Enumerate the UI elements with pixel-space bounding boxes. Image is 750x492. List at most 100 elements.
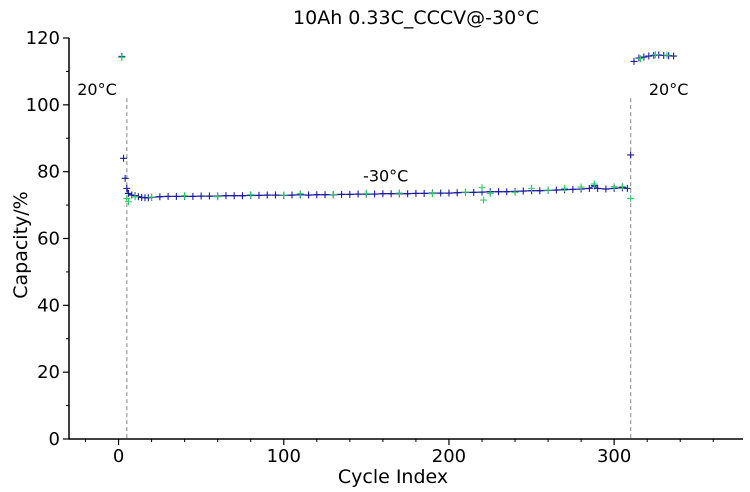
- data-point: [321, 191, 329, 199]
- data-point: [635, 54, 643, 62]
- data-point: [552, 186, 560, 194]
- data-point: [495, 188, 503, 196]
- data-point: [428, 190, 436, 198]
- data-point: [387, 190, 395, 198]
- data-point: [214, 193, 222, 201]
- series-2: [118, 51, 671, 206]
- data-point: [121, 174, 129, 182]
- data-point: [412, 189, 420, 197]
- data-point: [338, 190, 346, 198]
- data-point: [630, 57, 638, 65]
- data-point: [561, 184, 569, 192]
- data-point: [263, 191, 271, 199]
- data-point: [519, 187, 527, 195]
- data-point: [131, 193, 139, 201]
- data-point: [296, 190, 304, 198]
- data-point: [437, 189, 445, 197]
- data-point: [346, 190, 354, 198]
- annotation-label: 20°C: [649, 80, 689, 99]
- data-point: [164, 192, 172, 200]
- data-point: [379, 190, 387, 198]
- data-point: [544, 186, 552, 194]
- annotation-label: -30°C: [363, 167, 408, 186]
- data-point: [123, 184, 131, 192]
- data-point: [453, 189, 461, 197]
- data-point: [627, 151, 635, 159]
- data-point: [329, 190, 337, 198]
- data-point: [148, 193, 156, 201]
- data-point: [371, 190, 379, 198]
- data-point: [172, 192, 180, 200]
- data-point: [230, 192, 238, 200]
- data-point: [594, 184, 602, 192]
- data-point: [637, 55, 645, 63]
- data-point: [255, 191, 263, 199]
- data-point: [247, 191, 255, 199]
- dividers: [126, 98, 632, 439]
- data-point: [305, 191, 313, 199]
- data-point: [197, 192, 205, 200]
- data-point: [354, 190, 362, 198]
- axes: [68, 38, 743, 440]
- data-point: [123, 194, 131, 202]
- data-point: [645, 52, 653, 60]
- data-point: [181, 192, 189, 200]
- data-point: [445, 189, 453, 197]
- data-point: [585, 184, 593, 192]
- y-tick-label: 80: [37, 162, 60, 183]
- data-point: [288, 191, 296, 199]
- data-point: [486, 189, 494, 197]
- data-point: [640, 53, 648, 61]
- data-point: [128, 191, 136, 199]
- data-point: [670, 52, 678, 60]
- y-tick-label: 120: [26, 28, 60, 49]
- data-point: [511, 188, 519, 196]
- x-axis-title: Cycle Index: [338, 466, 448, 488]
- annotations: 20°C -30°C 20°C: [77, 80, 688, 186]
- data-point: [602, 185, 610, 193]
- data-point: [271, 191, 279, 199]
- data-point: [480, 196, 488, 204]
- x-tick-label: 200: [432, 446, 466, 467]
- data-point: [478, 184, 486, 192]
- data-point: [610, 183, 618, 191]
- data-point: [569, 185, 577, 193]
- data-point: [470, 188, 478, 196]
- data-point: [651, 51, 659, 59]
- data-point: [528, 184, 536, 192]
- chart-title: 10Ah 0.33C_CCCV@-30°C: [293, 7, 539, 29]
- ticks: 0 20 40 60 80 100 120 0 100 200 300: [26, 28, 714, 467]
- data-point: [627, 194, 635, 202]
- data-point: [222, 192, 230, 200]
- data-point: [280, 191, 288, 199]
- data-point: [205, 192, 213, 200]
- data-point: [120, 154, 128, 162]
- y-tick-label: 0: [49, 429, 60, 450]
- data-point: [536, 187, 544, 195]
- annotation-label: 20°C: [77, 80, 117, 99]
- data-point: [118, 53, 126, 61]
- data-point: [124, 189, 132, 197]
- y-axis-title: Capacity/%: [10, 191, 32, 299]
- y-tick-label: 20: [37, 362, 60, 383]
- data-point: [238, 192, 246, 200]
- data-point: [590, 180, 598, 188]
- x-tick-label: 300: [597, 446, 631, 467]
- data-point: [189, 192, 197, 200]
- y-tick-label: 60: [37, 229, 60, 250]
- data-point: [124, 198, 132, 206]
- data-marks: [118, 51, 678, 206]
- data-point: [395, 189, 403, 197]
- data-point: [461, 188, 469, 196]
- y-tick-label: 40: [37, 295, 60, 316]
- y-tick-label: 100: [26, 95, 60, 116]
- data-point: [420, 189, 428, 197]
- data-point: [577, 183, 585, 191]
- data-point: [313, 191, 321, 199]
- x-tick-label: 100: [267, 446, 301, 467]
- data-point: [156, 193, 164, 201]
- data-point: [663, 51, 671, 59]
- x-tick-label: 0: [113, 446, 124, 467]
- data-point: [503, 188, 511, 196]
